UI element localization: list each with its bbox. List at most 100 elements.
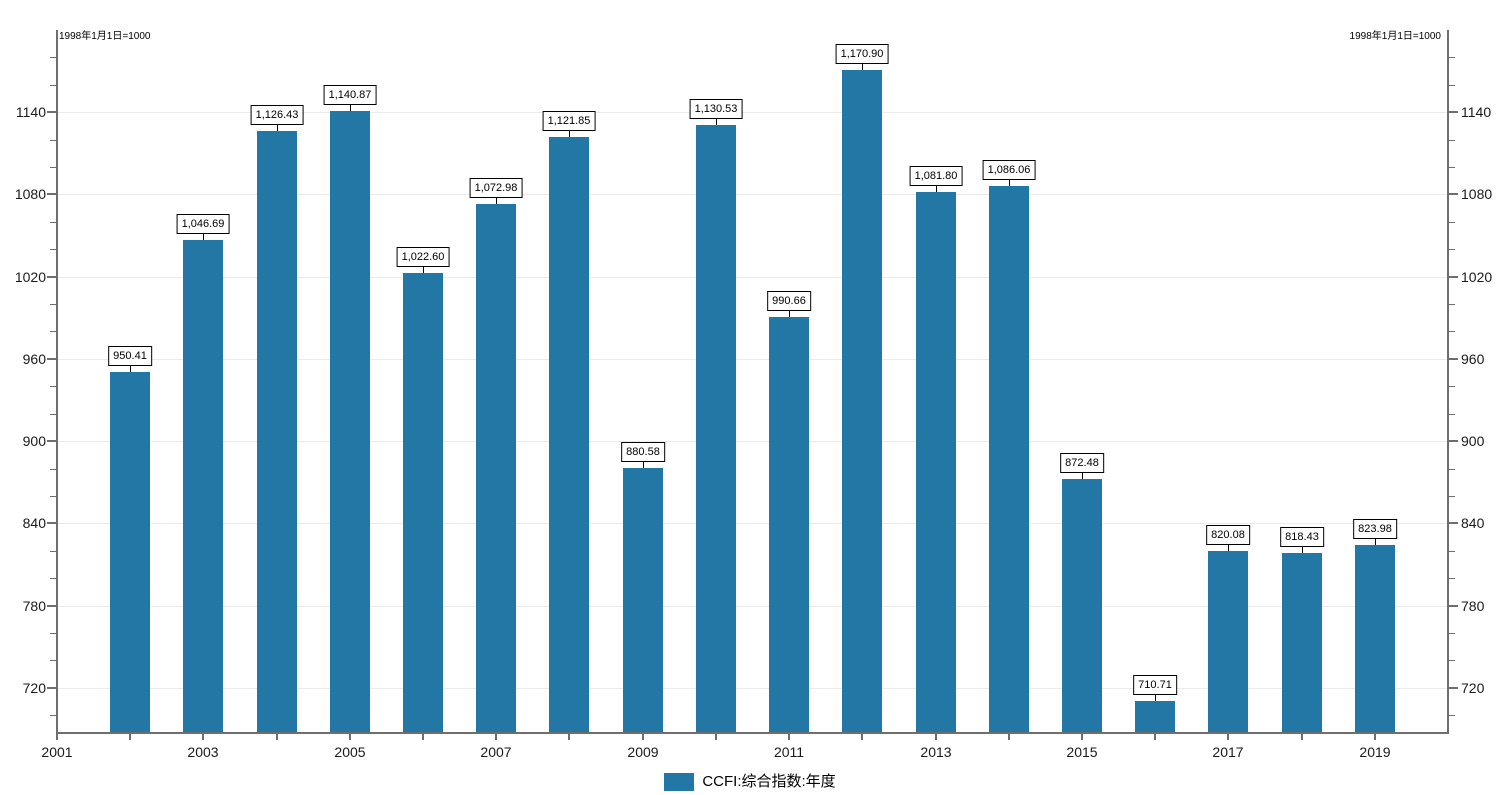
x-axis-label: 2011 [773,744,805,760]
value-label: 1,140.87 [323,85,377,105]
gridline [57,277,1448,278]
y-axis-tick-major [47,440,56,442]
bar-2010[interactable] [696,125,736,733]
y-axis-tick-minor [1449,715,1455,716]
bar-2012[interactable] [842,70,882,733]
x-axis-tick [788,734,790,740]
y-axis-tick-minor [50,578,56,579]
bar-2018[interactable] [1282,553,1322,733]
x-axis-tick [1227,734,1229,740]
y-axis-tick-minor [50,633,56,634]
y-axis-tick-major [1449,687,1458,689]
label-connector [862,64,863,70]
y-axis-tick-minor [1449,660,1455,661]
y-axis-tick-minor [1449,469,1455,470]
y-axis-tick-major [47,193,56,195]
value-label: 710.71 [1133,675,1177,695]
y-axis-tick-major [47,276,56,278]
gridline [57,523,1448,524]
y-axis-label: 840 [22,515,46,531]
y-axis-tick-major [1449,605,1458,607]
value-label: 990.66 [767,291,811,311]
bar-2013[interactable] [916,192,956,733]
y-axis-tick-minor [1449,167,1455,168]
y-axis-tick-minor [50,140,56,141]
x-axis-label: 2015 [1066,744,1098,760]
y-axis-label: 1140 [15,104,46,120]
y-axis-tick-major [47,605,56,607]
bar-2008[interactable] [549,137,589,733]
gridline [57,194,1448,195]
y-axis-tick-minor [50,414,56,415]
y-axis-tick-minor [1449,57,1455,58]
x-axis-tick [276,734,278,740]
value-label: 818.43 [1280,527,1324,547]
y-axis-label: 840 [1461,515,1485,531]
y-axis-tick-minor [50,331,56,332]
x-axis-tick [642,734,644,740]
x-axis-tick [1008,734,1010,740]
y-axis-tick-minor [1449,496,1455,497]
y-axis-tick-major [1449,111,1458,113]
x-axis-tick [349,734,351,740]
label-connector [203,234,204,240]
label-connector [1082,473,1083,479]
bar-2015[interactable] [1062,479,1102,733]
legend-swatch-icon [664,773,695,791]
bar-2007[interactable] [476,204,516,733]
x-axis-tick [129,734,131,740]
bar-2004[interactable] [257,131,297,733]
y-axis-label: 900 [22,433,46,449]
bar-2002[interactable] [110,372,150,733]
label-connector [1155,695,1156,701]
y-axis-tick-minor [1449,386,1455,387]
bar-2016[interactable] [1135,701,1175,733]
bar-2003[interactable] [183,240,223,733]
x-axis-tick [202,734,204,740]
y-axis-tick-major [47,522,56,524]
y-axis-label: 900 [1461,433,1485,449]
legend[interactable]: CCFI:综合指数:年度 [0,771,1500,793]
value-label: 1,046.69 [176,214,230,234]
bar-2014[interactable] [989,186,1029,733]
x-axis-tick [568,734,570,740]
y-axis-tick-major [1449,276,1458,278]
label-connector [643,462,644,468]
bar-2009[interactable] [623,468,663,733]
y-axis-tick-major [1449,522,1458,524]
x-axis-tick [1154,734,1156,740]
y-axis-tick-major [1449,440,1458,442]
x-axis-tick [935,734,937,740]
axis-note-left: 1998年1月1日=1000 [59,31,151,42]
x-axis-label: 2019 [1359,744,1391,760]
label-connector [423,267,424,273]
x-axis-tick [861,734,863,740]
bar-2019[interactable] [1355,545,1395,733]
value-label: 1,130.53 [689,99,743,119]
label-connector [1009,180,1010,186]
y-axis-tick-minor [50,304,56,305]
y-axis-label: 960 [1461,351,1485,367]
y-axis-tick-major [47,111,56,113]
y-axis-tick-minor [1449,551,1455,552]
value-label: 823.98 [1353,519,1397,539]
bar-2005[interactable] [330,111,370,733]
label-connector [130,366,131,372]
y-axis-tick-minor [50,469,56,470]
y-axis-label: 720 [22,680,46,696]
bar-2006[interactable] [403,273,443,733]
bar-2011[interactable] [769,317,809,733]
y-axis-tick-minor [50,249,56,250]
y-axis-tick-minor [50,222,56,223]
label-connector [350,105,351,111]
legend-label: CCFI:综合指数:年度 [702,773,836,790]
y-axis-tick-minor [50,660,56,661]
label-connector [1375,539,1376,545]
y-axis-label: 720 [1461,680,1485,696]
bar-2017[interactable] [1208,551,1248,733]
y-axis-label: 1140 [1461,104,1492,120]
value-label: 880.58 [621,442,665,462]
gridline [57,688,1448,689]
gridline [57,112,1448,113]
